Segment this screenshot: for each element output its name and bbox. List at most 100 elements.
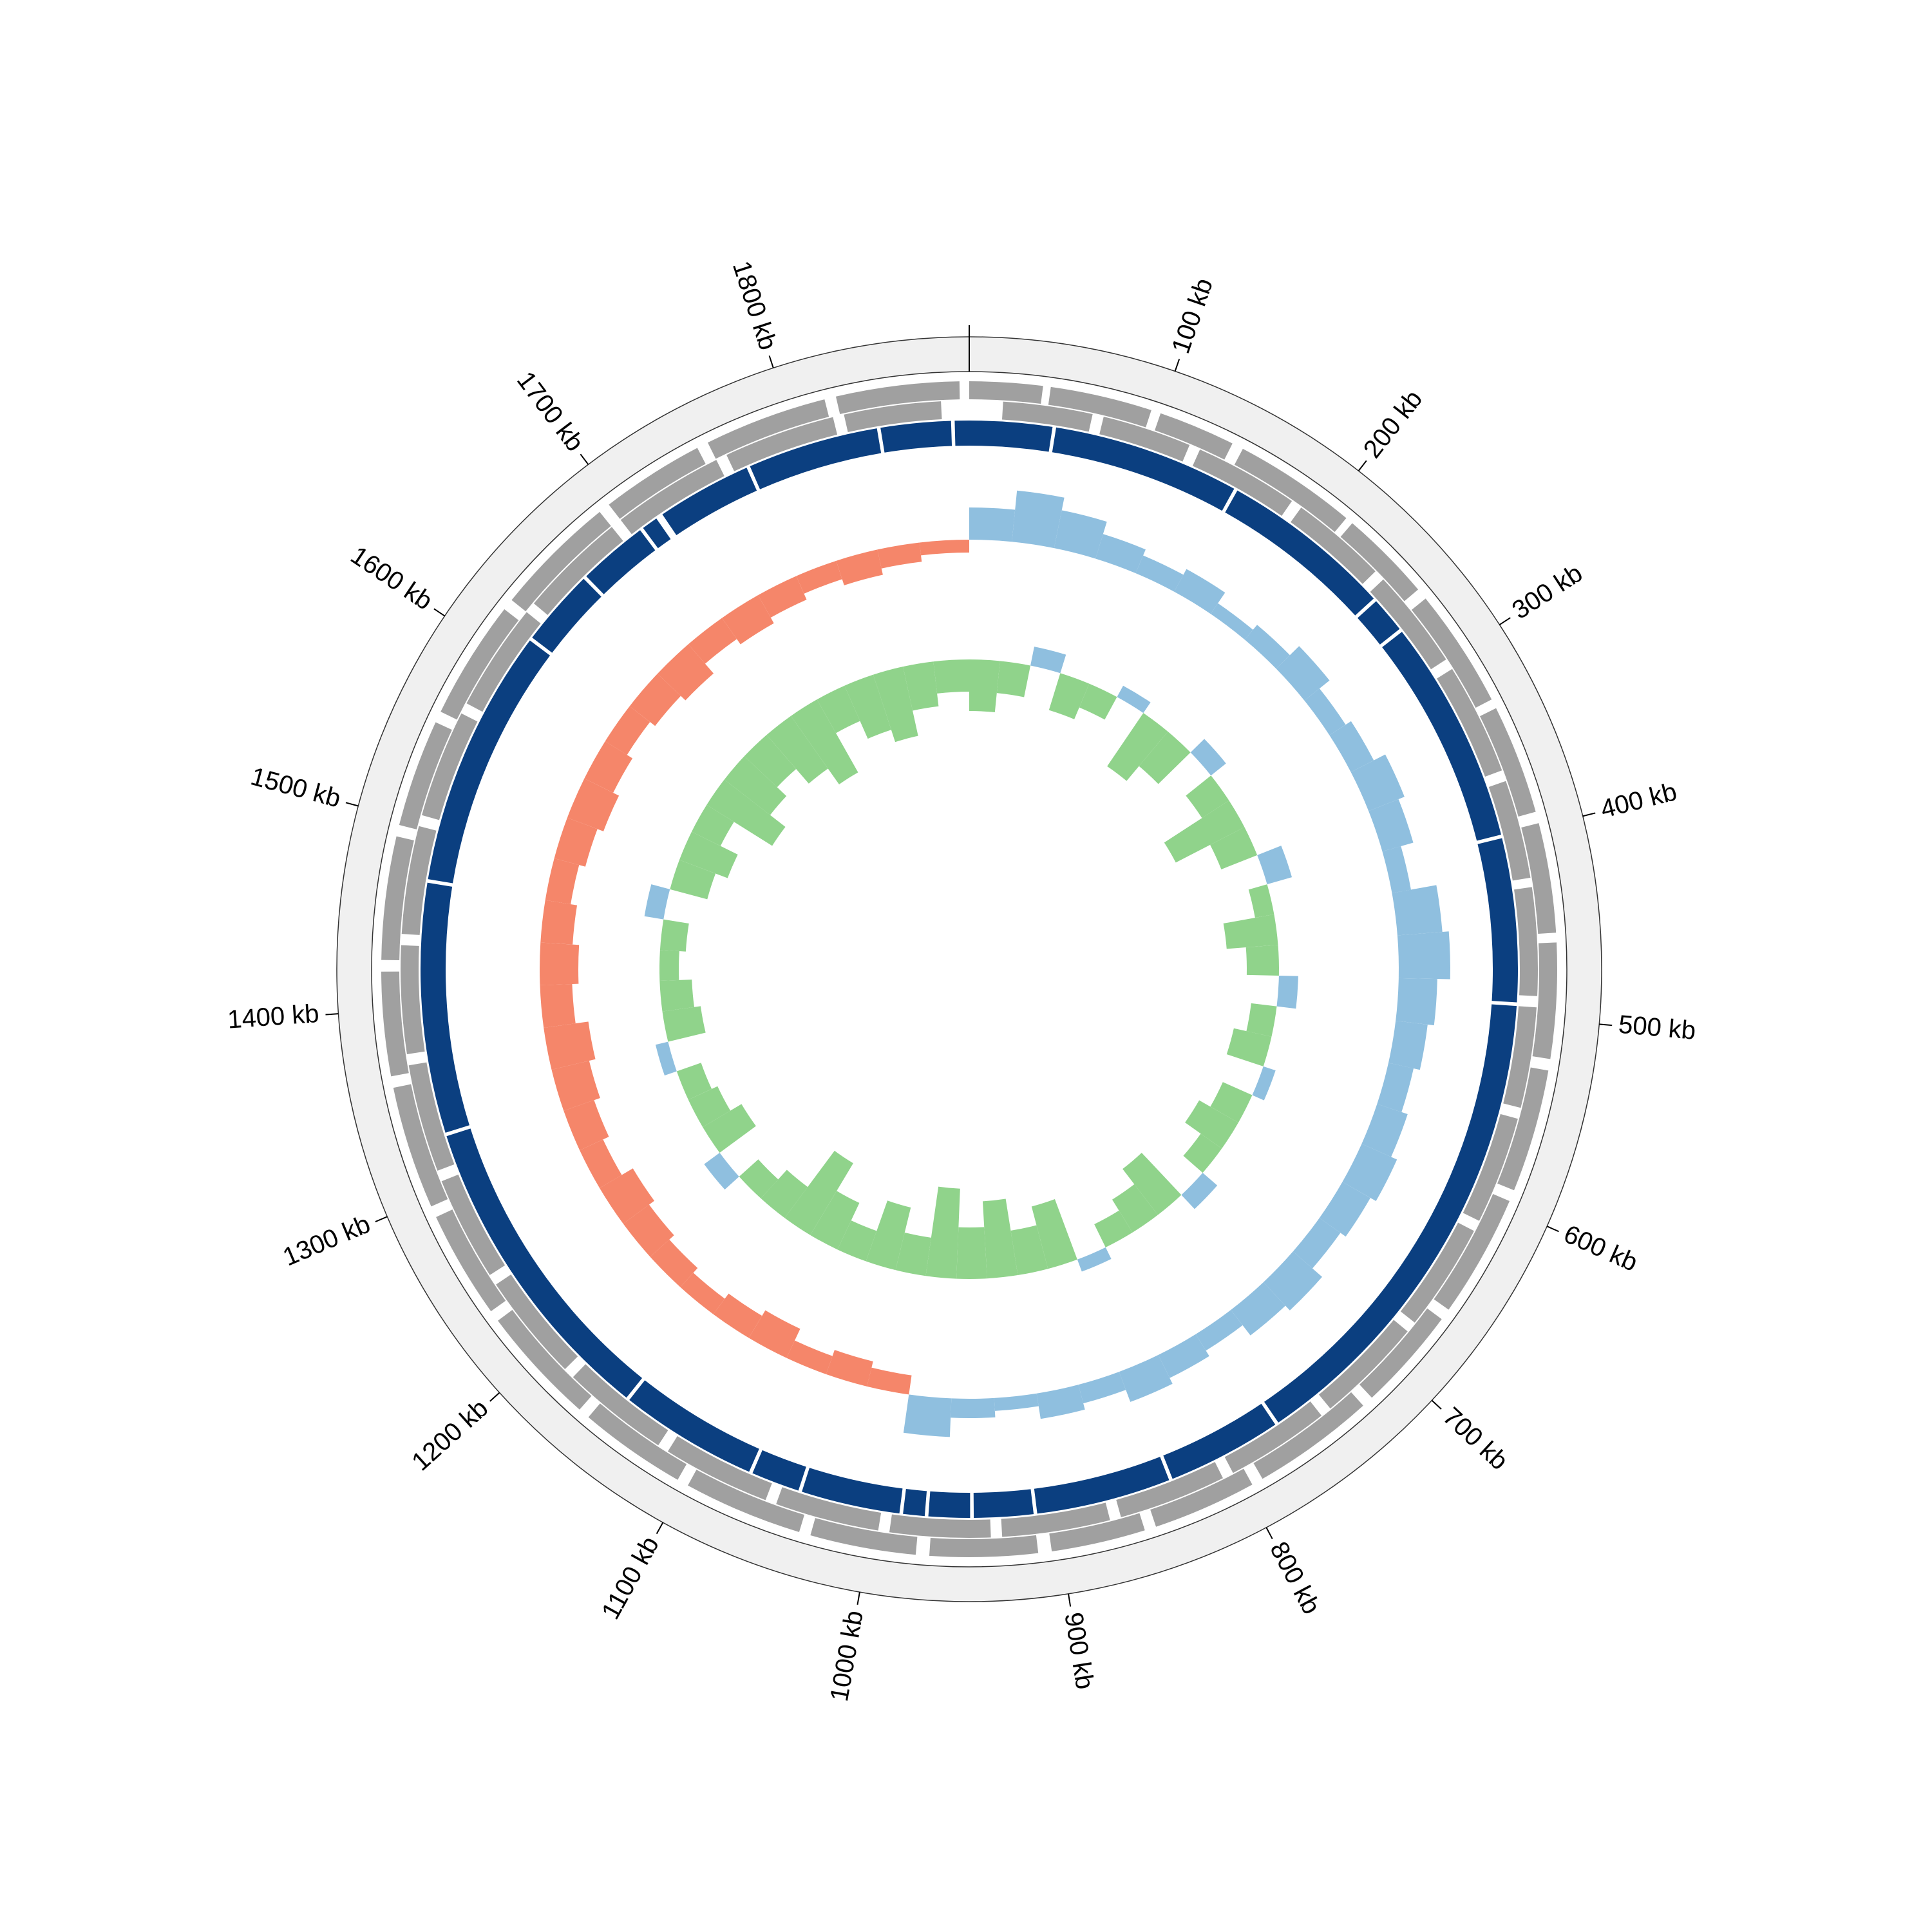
track-bar <box>1139 731 1191 784</box>
track-bar <box>1276 646 1330 701</box>
track-bar <box>545 858 580 905</box>
track-bar <box>1094 1210 1133 1247</box>
track-bar <box>739 1159 779 1198</box>
gene <box>1359 1308 1442 1398</box>
track-bar <box>1183 1133 1222 1173</box>
track-bar <box>744 735 797 788</box>
contig <box>750 428 882 489</box>
track-bar <box>1252 1066 1276 1101</box>
track-bar <box>540 942 580 985</box>
gene <box>401 945 425 1054</box>
track-bar <box>786 1340 833 1374</box>
track-bar <box>1368 799 1414 852</box>
track-bar <box>1245 945 1279 976</box>
x-tick-label: 1700 kb <box>511 366 589 457</box>
track-bar <box>1276 975 1298 1009</box>
x-tick-label: 600 kb <box>1560 1220 1642 1277</box>
x-tick <box>1546 1226 1559 1233</box>
contig <box>1225 490 1374 616</box>
gene <box>1503 1006 1537 1108</box>
gene <box>466 612 541 712</box>
track-bar <box>867 1367 912 1395</box>
track-bar <box>1181 1173 1218 1209</box>
gene <box>1411 598 1492 708</box>
track-bar <box>761 1170 808 1218</box>
gene <box>1497 1067 1549 1191</box>
track-bar <box>659 919 689 952</box>
x-tick-label: 1300 kb <box>279 1209 374 1271</box>
track-bar <box>600 1168 655 1224</box>
gene <box>533 527 623 615</box>
track-bar <box>1392 885 1443 936</box>
contig <box>629 1380 759 1472</box>
track-bar <box>1397 931 1450 980</box>
x-tick <box>1068 1593 1072 1607</box>
contig <box>586 530 656 594</box>
track-bar <box>817 685 860 734</box>
track-bar <box>1079 683 1117 720</box>
track-bar <box>1174 569 1226 614</box>
x-tick-label: 1000 kb <box>825 1608 869 1703</box>
track-bar <box>866 1200 911 1271</box>
gene <box>1224 1401 1322 1473</box>
track-bar <box>1342 1144 1397 1202</box>
contig <box>532 578 601 653</box>
track-bar <box>662 1006 706 1042</box>
track-bar <box>766 715 828 784</box>
contig <box>643 518 671 549</box>
gene <box>401 826 437 935</box>
track-bar <box>1210 827 1258 869</box>
gene <box>1434 1193 1510 1310</box>
contig <box>420 882 469 1133</box>
x-tick <box>1599 1023 1613 1027</box>
gene <box>620 460 724 535</box>
track-bar <box>659 980 695 1012</box>
track-bar <box>1112 1184 1158 1233</box>
track-bar <box>748 1310 800 1358</box>
track-bar <box>676 1063 712 1100</box>
gene <box>1463 1113 1518 1221</box>
track-bar <box>1054 510 1107 559</box>
track-bar <box>657 644 714 701</box>
x-tick <box>1174 359 1180 372</box>
contig <box>969 421 1053 452</box>
track-bar <box>826 1350 873 1387</box>
gene <box>1192 449 1293 516</box>
gene <box>381 971 409 1077</box>
x-tick <box>1358 460 1367 471</box>
gene <box>393 1084 448 1207</box>
gene <box>1370 579 1446 670</box>
track-bar <box>564 1100 609 1151</box>
track-bar <box>1122 1152 1182 1215</box>
gene <box>667 1435 772 1501</box>
gene <box>408 1062 455 1171</box>
track-bar <box>670 860 716 900</box>
track-bar <box>1350 754 1405 811</box>
track-bar <box>1210 1082 1253 1123</box>
x-tick-label: 1400 kb <box>227 999 320 1034</box>
gene <box>609 448 706 519</box>
x-tick <box>1499 617 1511 625</box>
track-bar <box>629 674 681 726</box>
track-bar <box>796 560 842 594</box>
contig <box>1163 1403 1276 1479</box>
x-tick <box>1265 1527 1273 1540</box>
track-bar <box>933 659 969 694</box>
gene <box>1521 823 1557 934</box>
track-bar <box>1263 1251 1322 1311</box>
track-bar <box>1095 534 1146 574</box>
x-tick-label: 800 kb <box>1264 1537 1325 1619</box>
track-bar <box>1077 1247 1112 1272</box>
gene <box>573 1364 668 1446</box>
track-bar <box>969 507 1016 542</box>
gene <box>844 401 942 433</box>
gene <box>1234 448 1347 533</box>
track-bar <box>655 1041 677 1076</box>
track-bar <box>584 741 633 793</box>
track-bar <box>1078 1372 1126 1404</box>
contig <box>903 1489 927 1517</box>
track-bar <box>544 1021 596 1070</box>
track-bar <box>650 1239 698 1287</box>
gene <box>835 381 960 415</box>
gene <box>441 1174 506 1275</box>
